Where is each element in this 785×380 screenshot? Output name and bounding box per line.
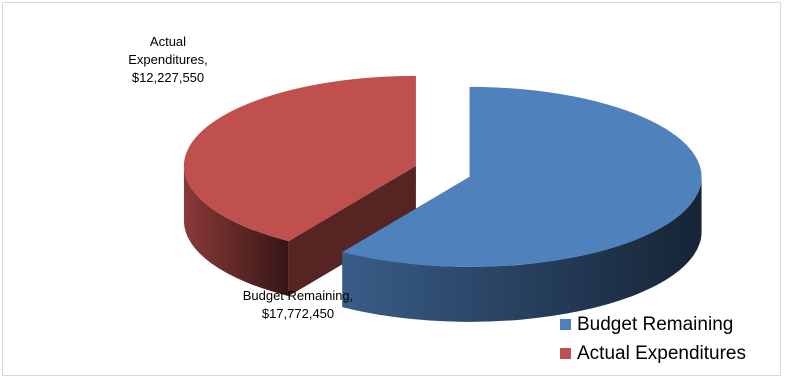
legend: Budget Remaining Actual Expenditures <box>560 310 746 368</box>
pie-slice-side <box>183 165 289 297</box>
pie-slice-side <box>342 176 702 322</box>
legend-swatch-budget-remaining <box>560 319 571 330</box>
legend-item-actual-expenditures: Actual Expenditures <box>560 339 746 368</box>
legend-item-budget-remaining: Budget Remaining <box>560 310 746 339</box>
legend-label-actual-expenditures: Actual Expenditures <box>577 342 746 364</box>
legend-label-budget-remaining: Budget Remaining <box>577 313 734 335</box>
pie-slice-wall <box>288 165 416 297</box>
legend-swatch-actual-expenditures <box>560 348 571 359</box>
pie-slice-top <box>342 86 702 267</box>
data-label-actual-expenditures: Actual Expenditures, $12,227,550 <box>128 34 208 85</box>
pie-slice-actual-expenditures <box>183 75 416 297</box>
pie-slice-budget-remaining <box>342 86 702 322</box>
pie-slice-top <box>183 75 416 242</box>
data-label-budget-remaining: Budget Remaining, $17,772,450 <box>243 288 354 321</box>
